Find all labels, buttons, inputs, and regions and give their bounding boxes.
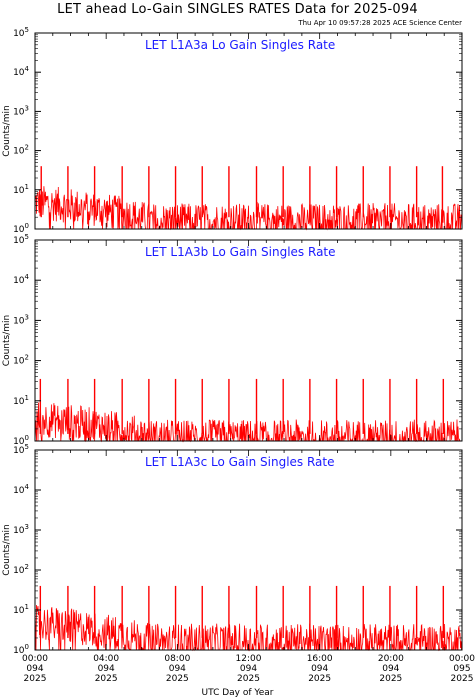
- panel-title: LET L1A3b Lo Gain Singles Rate: [145, 245, 336, 259]
- x-tick-label: 12:00: [236, 654, 262, 664]
- data-trace: [34, 186, 463, 231]
- x-tick-label: 2025: [308, 674, 331, 684]
- x-tick-label: 094: [382, 664, 399, 674]
- y-tick-label: 101: [13, 183, 29, 196]
- panel-title: LET L1A3c Lo Gain Singles Rate: [145, 455, 335, 469]
- x-tick-label: 094: [311, 664, 328, 674]
- x-tick-label: 16:00: [307, 654, 333, 664]
- y-axis-label: Counts/min: [2, 315, 12, 366]
- y-tick-label: 102: [13, 563, 29, 576]
- x-tick-label: 094: [240, 664, 257, 674]
- x-tick-label: 04:00: [93, 654, 119, 664]
- data-trace: [34, 605, 463, 652]
- y-tick-label: 103: [13, 313, 29, 326]
- x-tick-label: 00:00: [22, 654, 48, 664]
- panel-title: LET L1A3a Lo Gain Singles Rate: [145, 38, 335, 52]
- x-tick-label: 2025: [166, 674, 189, 684]
- y-tick-label: 102: [13, 144, 29, 157]
- y-tick-label: 104: [13, 273, 29, 286]
- y-tick-label: 101: [13, 603, 29, 616]
- x-tick-label: 2025: [451, 674, 474, 684]
- plot-frame: [34, 449, 463, 651]
- x-tick-label: 094: [26, 664, 43, 674]
- x-tick-label: 2025: [379, 674, 402, 684]
- x-axis-labels: 00:00094202504:00094202508:00094202512:0…: [22, 654, 475, 684]
- x-tick-label: 00:00: [449, 654, 475, 664]
- y-axis-label: Counts/min: [2, 524, 12, 575]
- y-axis-label: Counts/min: [2, 105, 12, 156]
- x-tick-label: 2025: [237, 674, 260, 684]
- x-tick-label: 095: [453, 664, 470, 674]
- generation-timestamp: Thu Apr 10 09:57:28 2025 ACE Science Cen…: [298, 19, 462, 27]
- x-tick-label: 08:00: [164, 654, 190, 664]
- x-tick-label: 20:00: [378, 654, 404, 664]
- y-tick-label: 104: [13, 483, 29, 496]
- x-tick-label: 094: [169, 664, 186, 674]
- y-tick-label: 105: [13, 26, 29, 39]
- x-tick-label: 2025: [95, 674, 118, 684]
- plot-frame: [34, 239, 463, 442]
- y-tick-label: 103: [13, 104, 29, 117]
- x-tick-label: 094: [98, 664, 115, 674]
- y-tick-label: 103: [13, 523, 29, 536]
- x-tick-label: 2025: [24, 674, 47, 684]
- y-tick-label: 102: [13, 354, 29, 367]
- y-tick-label: 101: [13, 394, 29, 407]
- x-axis-title: UTC Day of Year: [201, 688, 274, 698]
- y-tick-label: 104: [13, 65, 29, 78]
- page-title: LET ahead Lo-Gain SINGLES RATES Data for…: [57, 2, 418, 17]
